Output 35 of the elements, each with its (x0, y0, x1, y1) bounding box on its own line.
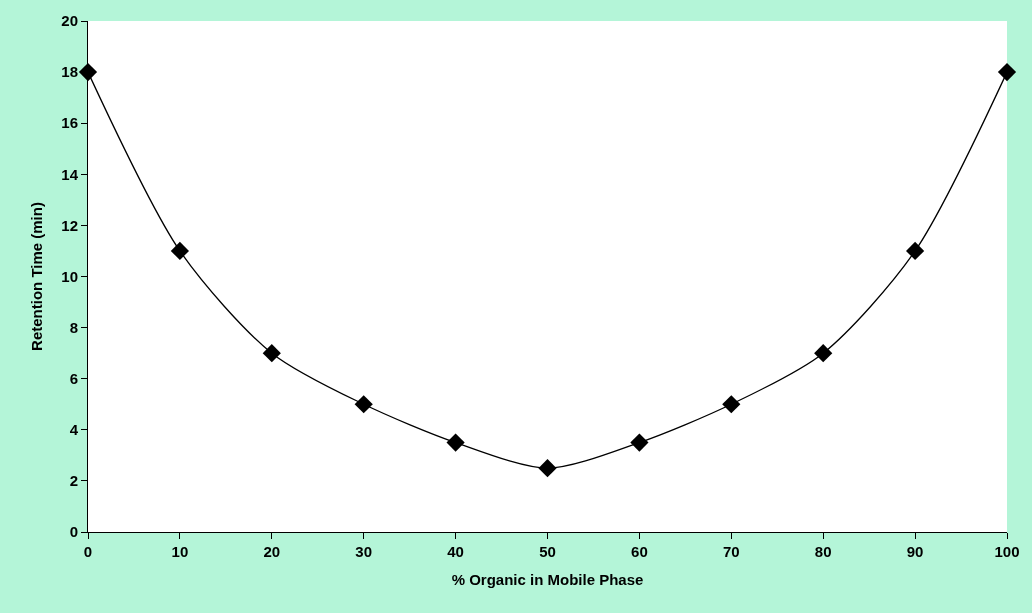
x-tick-label: 70 (722, 543, 740, 560)
x-tick-label: 0 (83, 543, 93, 560)
y-tick-label: 0 (69, 523, 78, 541)
point (170, 241, 189, 261)
y-tick-label: 8 (69, 318, 78, 336)
y-tick-label: 18 (61, 63, 78, 81)
y-tick-label: 4 (69, 421, 79, 439)
point (814, 344, 833, 363)
x-tick-label: 20 (263, 543, 281, 560)
point (630, 433, 649, 452)
x-tick-label: 30 (355, 543, 373, 560)
y-tick-label: 10 (61, 267, 78, 285)
point (262, 344, 281, 363)
y-tick-label: 16 (61, 114, 78, 132)
point (997, 63, 1017, 82)
x-tick-label: 40 (447, 543, 464, 560)
point (722, 395, 741, 414)
x-tick-label: 80 (814, 543, 832, 560)
point (538, 459, 557, 478)
x-tick-label: 100 (994, 543, 1020, 560)
y-tick-label: 6 (69, 369, 78, 387)
y-tick-label: 12 (61, 216, 78, 234)
x-tick-label: 90 (906, 543, 924, 560)
point (906, 241, 925, 261)
point (446, 433, 465, 452)
y-axis-title: Retention Time (min) (27, 202, 45, 351)
point (354, 395, 373, 414)
x-tick-label: 50 (539, 543, 556, 560)
x-tick-label: 60 (631, 543, 648, 560)
y-tick-label: 2 (69, 472, 78, 490)
x-tick-label: 10 (171, 543, 189, 560)
y-tick-label: 20 (61, 12, 78, 30)
point (78, 63, 98, 82)
y-tick-label: 14 (61, 165, 79, 183)
x-axis-title: % Organic in Mobile Phase (451, 571, 644, 588)
